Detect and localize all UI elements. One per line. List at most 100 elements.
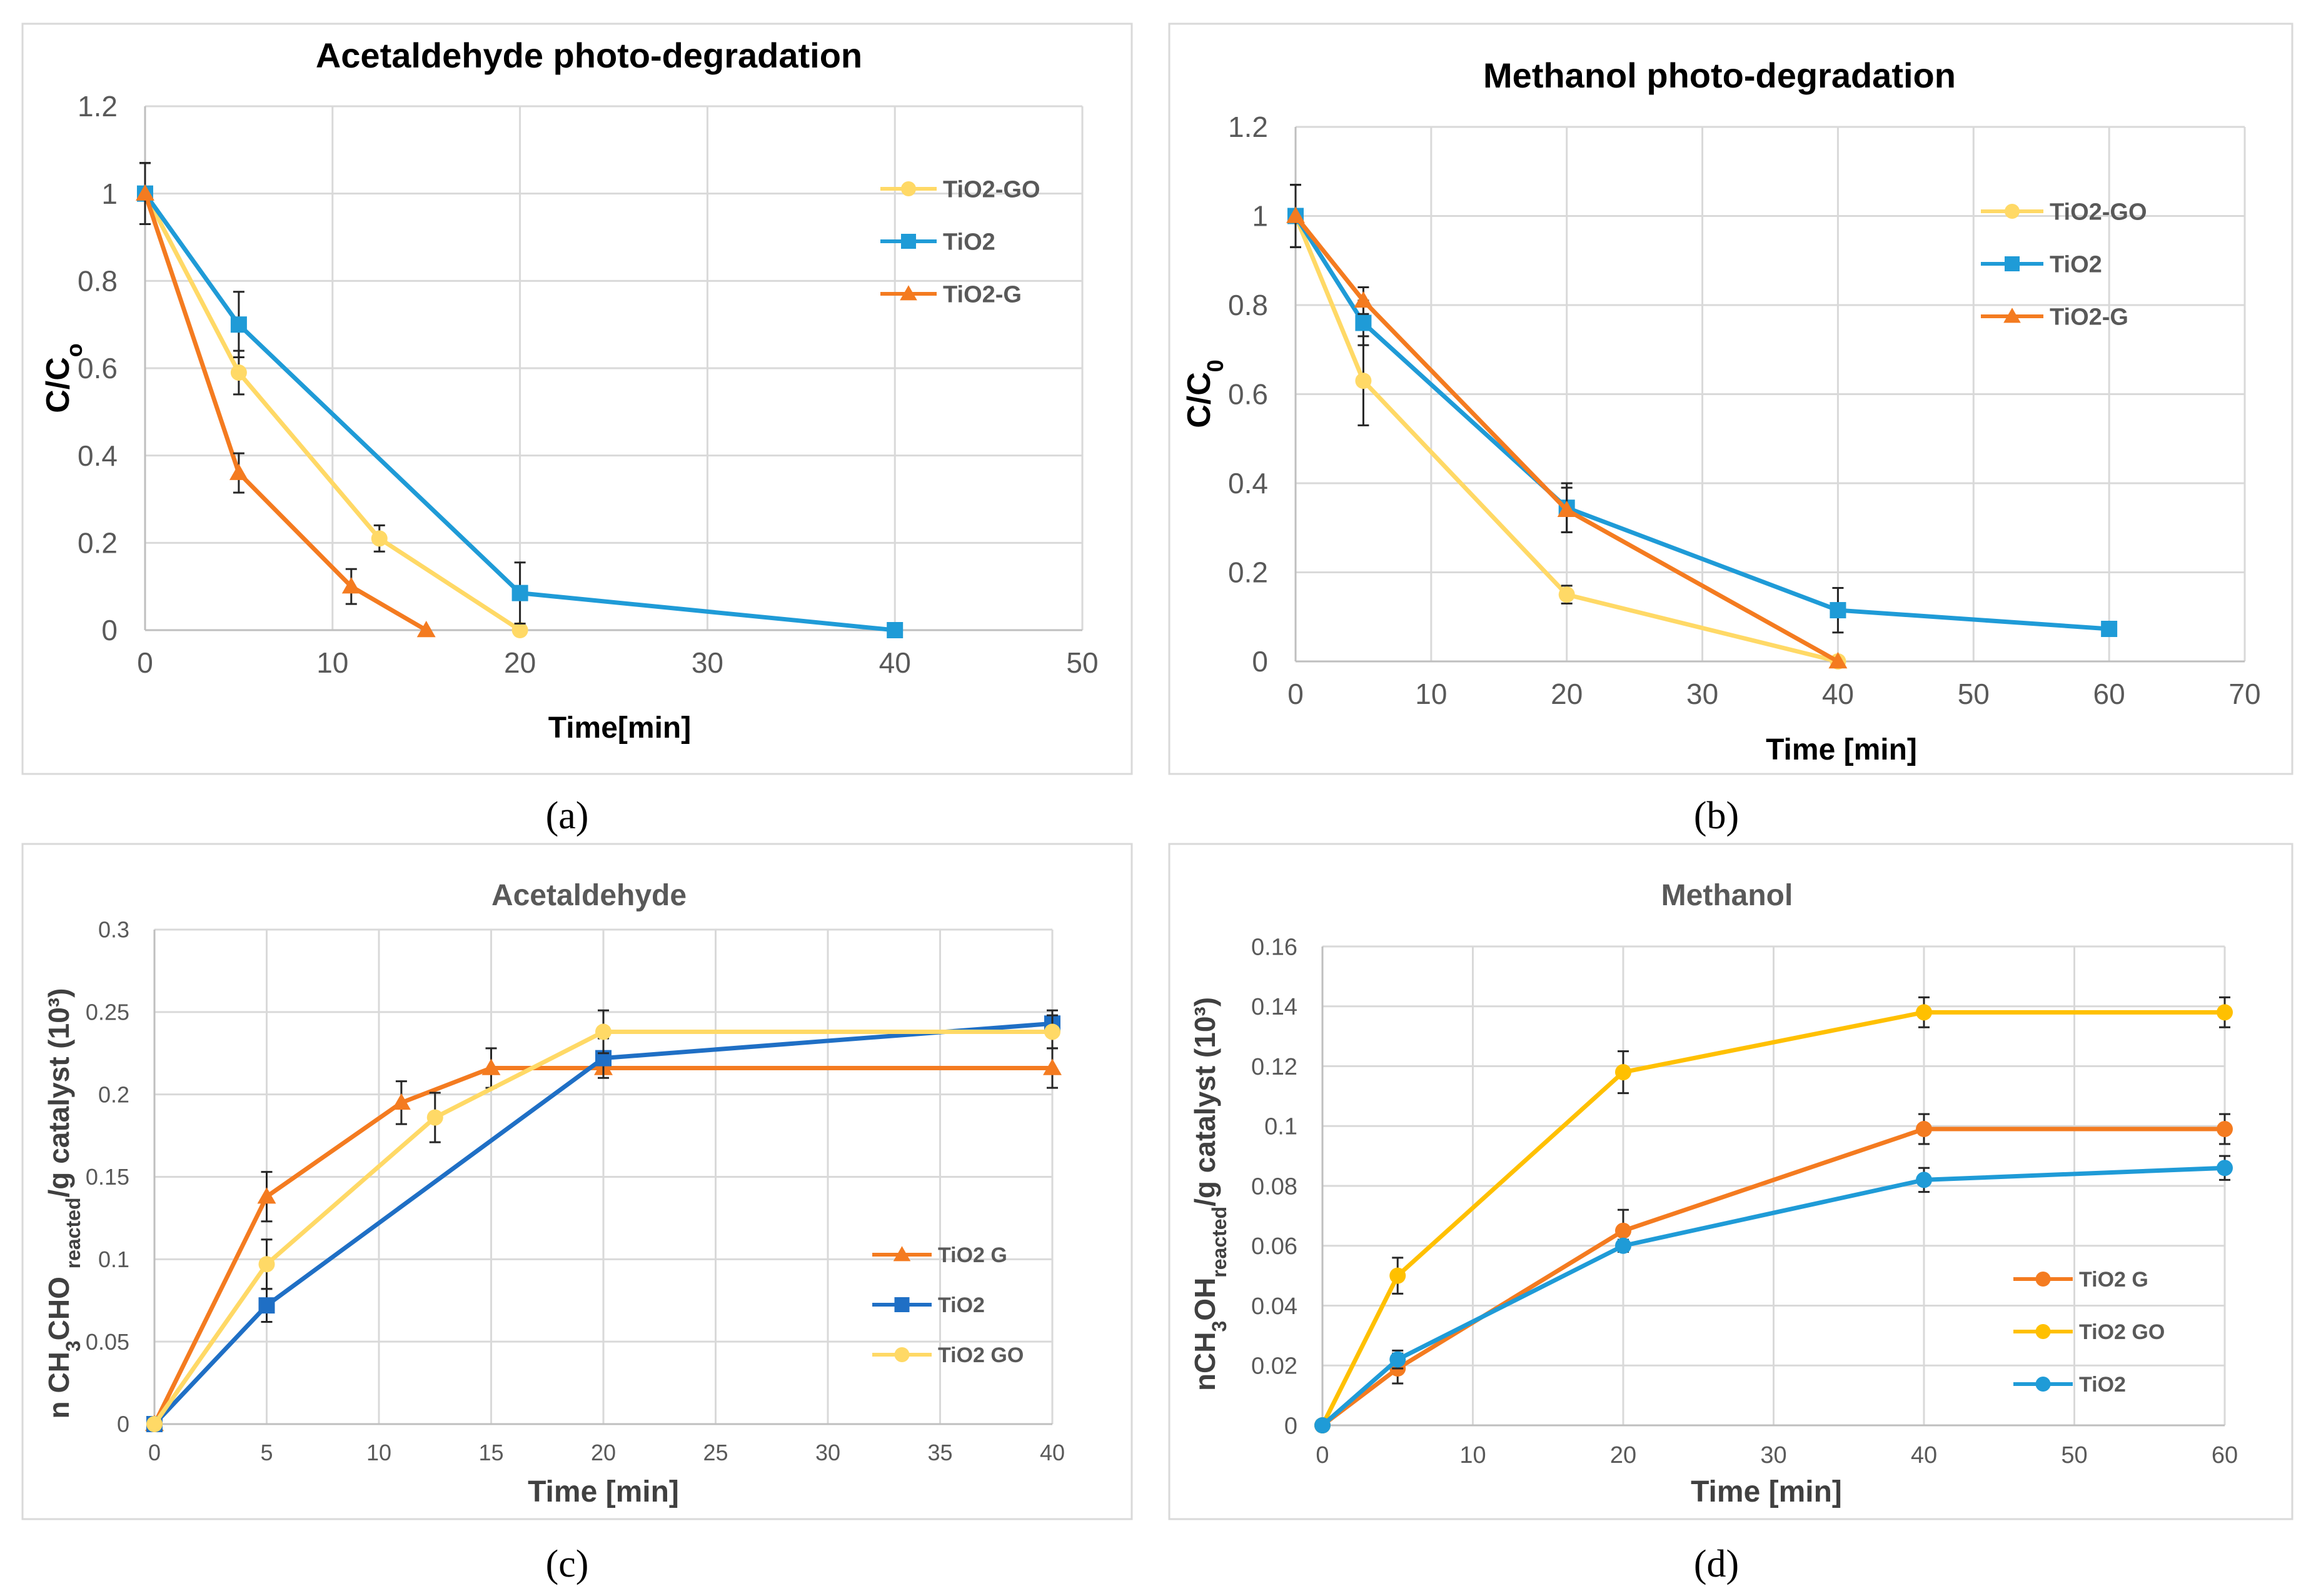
x-tick-label: 40 (1822, 678, 1854, 710)
legend-entry: TiO2-G (880, 281, 1022, 308)
series-tio2-g (1314, 1113, 2233, 1433)
series-line (1293, 215, 1839, 664)
data-point (230, 316, 247, 333)
data-point (2217, 1160, 2233, 1177)
legend-entry: TiO2 (2013, 1373, 2126, 1397)
chart-b-xlabel: Time [min] (1766, 733, 1917, 766)
x-tick-label: 30 (1686, 678, 1718, 710)
chart-a-title: Acetaldehyde photo-degradation (316, 36, 862, 75)
y-tick-label: 0.04 (1251, 1293, 1297, 1320)
legend-marker (900, 285, 917, 301)
y-tick-label: 0 (101, 614, 118, 646)
data-point (887, 622, 904, 638)
y-tick-label: 0.4 (1228, 467, 1268, 499)
series-line (143, 193, 428, 633)
y-tick-label: 0.02 (1251, 1353, 1297, 1380)
legend-label: TiO2-G (943, 281, 1022, 308)
data-point (1354, 291, 1373, 308)
x-tick-label: 60 (2093, 678, 2125, 710)
x-tick-label: 50 (2061, 1442, 2087, 1468)
x-tick-label: 10 (1415, 678, 1447, 710)
y-tick-label: 0 (1284, 1413, 1297, 1439)
chart-d-title: Methanol (1661, 879, 1793, 912)
x-tick-label: 50 (1958, 678, 1990, 710)
y-tick-label: 1.2 (1228, 111, 1268, 143)
y-tick-label: 0.08 (1251, 1173, 1297, 1200)
data-point (1916, 1172, 1932, 1188)
y-tick-label: 0.16 (1251, 934, 1297, 960)
data-point (257, 1187, 276, 1204)
y-tick-label: 0.3 (98, 917, 129, 943)
data-point (136, 184, 154, 201)
series-line (153, 1021, 1053, 1426)
legend-entry: TiO2 (872, 1293, 985, 1317)
series-line (143, 193, 521, 632)
y-tick-label: 0.1 (98, 1247, 129, 1272)
data-point (230, 364, 247, 381)
x-tick-label: 40 (1911, 1442, 1937, 1468)
data-point (2101, 620, 2118, 637)
legend-label: TiO2-GO (943, 176, 1040, 203)
legend-label: TiO2 (938, 1293, 985, 1317)
x-tick-label: 25 (703, 1440, 728, 1465)
data-point (2217, 1004, 2233, 1021)
legend-marker (893, 1246, 911, 1262)
data-point (341, 577, 361, 594)
y-tick-label: 0.06 (1251, 1233, 1297, 1260)
caption-c: (c) (546, 1543, 589, 1585)
data-point (416, 621, 436, 638)
legend-label: TiO2 GO (2079, 1320, 2165, 1344)
legend-entry: TiO2 G (872, 1243, 1007, 1267)
data-point (2217, 1121, 2233, 1138)
legend-label: TiO2-GO (2050, 199, 2147, 225)
y-tick-label: 0.8 (78, 264, 118, 297)
caption-a: (a) (546, 795, 589, 837)
legend-marker (2005, 204, 2020, 219)
x-tick-label: 20 (591, 1440, 616, 1465)
data-point (595, 1023, 612, 1040)
x-tick-label: 0 (1287, 678, 1304, 710)
chart-panel-c: Acetaldehyde 0 5 10 15 20 25 30 35 40 0 0.05 0.1 0.1… (21, 843, 1133, 1520)
legend-marker (894, 1347, 910, 1362)
y-tick-label: 0.2 (78, 526, 118, 559)
legend-label: TiO2 G (2079, 1268, 2148, 1292)
legend-marker (2003, 308, 2021, 323)
y-tick-label: 0.1 (1264, 1114, 1297, 1140)
legend-entry: TiO2 GO (2013, 1320, 2165, 1344)
data-point (1286, 206, 1305, 223)
panel-b-frame (1168, 23, 2293, 775)
y-tick-label: 0.12 (1251, 1054, 1297, 1080)
y-tick-label: 0.6 (1228, 378, 1268, 411)
data-point (1389, 1267, 1406, 1284)
x-tick-label: 20 (1610, 1442, 1636, 1468)
series-tio2-go (146, 1009, 1060, 1432)
caption-d: (d) (1694, 1543, 1739, 1585)
y-tick-label: 0.05 (86, 1329, 129, 1355)
data-point (1615, 1237, 1631, 1254)
legend-entry: TiO2-GO (1981, 199, 2147, 225)
chart-panel-a: Acetaldehyde photo-degradation 0 10 20 30 40… (21, 23, 1133, 775)
chart-d-xlabel: Time [min] (1691, 1475, 1842, 1508)
data-point (258, 1256, 275, 1273)
data-point (1355, 373, 1372, 389)
series-line (1294, 214, 1840, 664)
chart-c-title: Acetaldehyde (491, 879, 687, 912)
series-tio2-go (1314, 996, 2233, 1433)
x-tick-label: 60 (2212, 1442, 2238, 1468)
legend-marker (894, 1297, 910, 1312)
y-tick-label: 1 (1252, 200, 1268, 233)
series-line (143, 192, 895, 633)
data-point (258, 1297, 275, 1314)
data-point (511, 585, 528, 601)
legend-marker (901, 181, 916, 196)
legend-label: TiO2 G (938, 1243, 1007, 1267)
data-point (511, 622, 528, 638)
data-point (1916, 1004, 1932, 1021)
data-point (229, 463, 248, 480)
y-tick-label: 1.2 (78, 90, 118, 123)
panel-a-frame (21, 23, 1133, 775)
legend-entry: TiO2-GO (880, 176, 1040, 203)
legend-label: TiO2 (2079, 1373, 2126, 1397)
x-tick-label: 50 (1066, 646, 1098, 679)
